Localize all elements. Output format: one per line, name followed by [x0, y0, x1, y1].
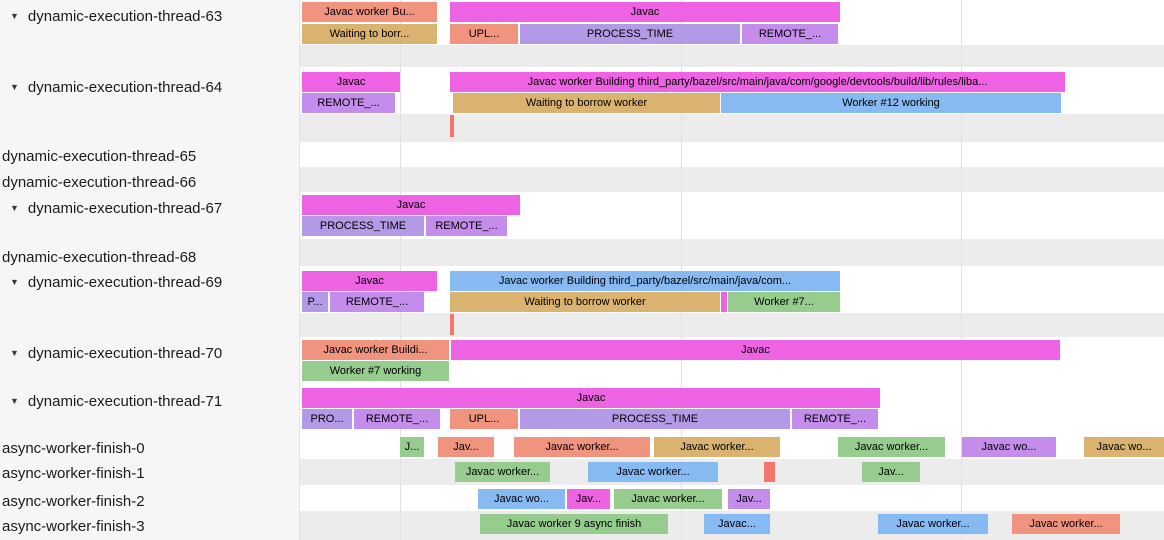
trace-event-bar[interactable]: Jav...	[438, 437, 494, 457]
trace-event-bar[interactable]: Waiting to borrow worker	[450, 292, 720, 312]
thread-row-label[interactable]: ▼ dynamic-execution-thread-63	[0, 5, 300, 27]
trace-event-bar[interactable]: UPL...	[450, 409, 518, 429]
thread-name: dynamic-execution-thread-67	[27, 199, 223, 217]
trace-event-bar[interactable]: REMOTE_...	[302, 93, 395, 113]
thread-name: async-worker-finish-2	[2, 492, 145, 510]
trace-event-bar[interactable]: Javac	[451, 340, 1060, 360]
row-band	[300, 459, 1164, 485]
thread-row-label[interactable]: dynamic-execution-thread-65	[0, 145, 300, 167]
trace-event-bar[interactable]: REMOTE_...	[426, 216, 507, 236]
trace-event-bar[interactable]: J...	[400, 437, 424, 457]
thread-row-label[interactable]: dynamic-execution-thread-66	[0, 171, 300, 193]
thread-name: async-worker-finish-3	[2, 517, 145, 535]
trace-event-bar[interactable]: Javac wo...	[962, 437, 1056, 457]
collapse-triangle-icon[interactable]: ▼	[10, 396, 19, 406]
trace-event-bar[interactable]: UPL...	[450, 24, 518, 44]
trace-event-bar[interactable]: Worker #7 working	[302, 361, 449, 381]
thread-name: dynamic-execution-thread-68	[2, 248, 197, 266]
row-band	[300, 114, 1164, 142]
collapse-triangle-icon[interactable]: ▼	[10, 203, 19, 213]
sidebar: ▼ dynamic-execution-thread-63 ▼ dynamic-exe…	[0, 0, 300, 540]
trace-event-bar[interactable]: Javac worker...	[614, 489, 722, 509]
thread-row-label[interactable]: ▼ dynamic-execution-thread-67	[0, 197, 300, 219]
trace-event-bar[interactable]: Waiting to borrow worker	[453, 93, 720, 113]
trace-event-bar[interactable]: Javac worker Building third_party/bazel/…	[450, 72, 1065, 92]
trace-event-bar[interactable]	[450, 115, 454, 137]
trace-event-bar[interactable]: REMOTE_...	[330, 292, 424, 312]
trace-event-bar[interactable]	[764, 462, 775, 482]
collapse-triangle-icon[interactable]: ▼	[10, 277, 19, 287]
timeline[interactable]: Javac worker Bu... Javac Waiting to borr..…	[300, 0, 1164, 540]
trace-event-bar[interactable]: Javac worker...	[1012, 514, 1120, 534]
trace-event-bar[interactable]: PRO...	[302, 409, 352, 429]
thread-name: dynamic-execution-thread-64	[27, 78, 223, 96]
thread-row-label[interactable]: async-worker-finish-0	[0, 437, 300, 459]
thread-row-label[interactable]: async-worker-finish-1	[0, 462, 300, 484]
collapse-triangle-icon[interactable]: ▼	[10, 11, 19, 21]
thread-name: dynamic-execution-thread-65	[2, 147, 197, 165]
row-band	[300, 45, 1164, 67]
trace-event-bar[interactable]: Javac worker...	[514, 437, 650, 457]
trace-event-bar[interactable]: Jav...	[728, 489, 770, 509]
trace-event-bar[interactable]: Worker #7...	[728, 292, 840, 312]
trace-event-bar[interactable]: REMOTE_...	[354, 409, 440, 429]
thread-row-label[interactable]: async-worker-finish-3	[0, 515, 300, 537]
trace-event-bar[interactable]: Javac worker...	[838, 437, 945, 457]
trace-event-bar[interactable]: Javac wo...	[1084, 437, 1164, 457]
thread-row-label[interactable]: ▼ dynamic-execution-thread-64	[0, 76, 300, 98]
trace-event-bar[interactable]: Jav...	[862, 462, 920, 482]
thread-row-label[interactable]: ▼ dynamic-execution-thread-69	[0, 271, 300, 293]
trace-event-bar[interactable]: Javac	[302, 72, 400, 92]
thread-row-label[interactable]: ▼ dynamic-execution-thread-70	[0, 342, 300, 364]
trace-event-bar[interactable]: Jav...	[567, 489, 610, 509]
thread-row-label[interactable]: dynamic-execution-thread-68	[0, 246, 300, 268]
trace-event-bar[interactable]	[450, 314, 454, 335]
gridline	[961, 0, 962, 540]
trace-event-bar[interactable]: PROCESS_TIME	[520, 24, 740, 44]
trace-event-bar[interactable]: Javac	[302, 388, 880, 408]
trace-event-bar[interactable]: P...	[302, 292, 328, 312]
thread-name: dynamic-execution-thread-63	[27, 7, 223, 25]
trace-event-bar[interactable]: Javac	[302, 195, 520, 215]
trace-event-bar[interactable]	[721, 292, 727, 312]
trace-event-bar[interactable]: Javac...	[704, 514, 770, 534]
collapse-triangle-icon[interactable]: ▼	[10, 348, 19, 358]
trace-event-bar[interactable]: Javac wo...	[478, 489, 565, 509]
trace-event-bar[interactable]: Javac worker 9 async finish	[480, 514, 668, 534]
trace-event-bar[interactable]: REMOTE_...	[792, 409, 878, 429]
row-band	[300, 239, 1164, 266]
row-band	[300, 167, 1164, 192]
trace-event-bar[interactable]: Javac worker Building third_party/bazel/…	[450, 271, 840, 291]
thread-name: async-worker-finish-0	[2, 439, 145, 457]
trace-event-bar[interactable]: Javac worker...	[654, 437, 780, 457]
thread-name: dynamic-execution-thread-69	[27, 273, 223, 291]
thread-name: dynamic-execution-thread-66	[2, 173, 197, 191]
thread-name: dynamic-execution-thread-71	[27, 392, 223, 410]
trace-event-bar[interactable]: Javac worker...	[878, 514, 988, 534]
collapse-triangle-icon[interactable]: ▼	[10, 82, 19, 92]
trace-event-bar[interactable]: Waiting to borr...	[302, 24, 437, 44]
trace-event-bar[interactable]: Javac worker...	[455, 462, 550, 482]
thread-row-label[interactable]: ▼ dynamic-execution-thread-71	[0, 390, 300, 412]
trace-event-bar[interactable]: Javac worker Bu...	[302, 2, 437, 22]
trace-event-bar[interactable]: Javac	[302, 271, 437, 291]
trace-event-bar[interactable]: Javac worker...	[588, 462, 718, 482]
trace-event-bar[interactable]: REMOTE_...	[742, 24, 838, 44]
trace-event-bar[interactable]: Javac worker Buildi...	[302, 340, 449, 360]
thread-name: dynamic-execution-thread-70	[27, 344, 223, 362]
thread-name: async-worker-finish-1	[2, 464, 145, 482]
thread-row-label[interactable]: async-worker-finish-2	[0, 490, 300, 512]
gridline	[400, 0, 401, 540]
trace-event-bar[interactable]: Worker #12 working	[721, 93, 1061, 113]
trace-event-bar[interactable]: PROCESS_TIME	[302, 216, 424, 236]
trace-event-bar[interactable]: Javac	[450, 2, 840, 22]
trace-event-bar[interactable]: PROCESS_TIME	[520, 409, 790, 429]
row-band	[300, 313, 1164, 337]
gridline	[681, 0, 682, 540]
